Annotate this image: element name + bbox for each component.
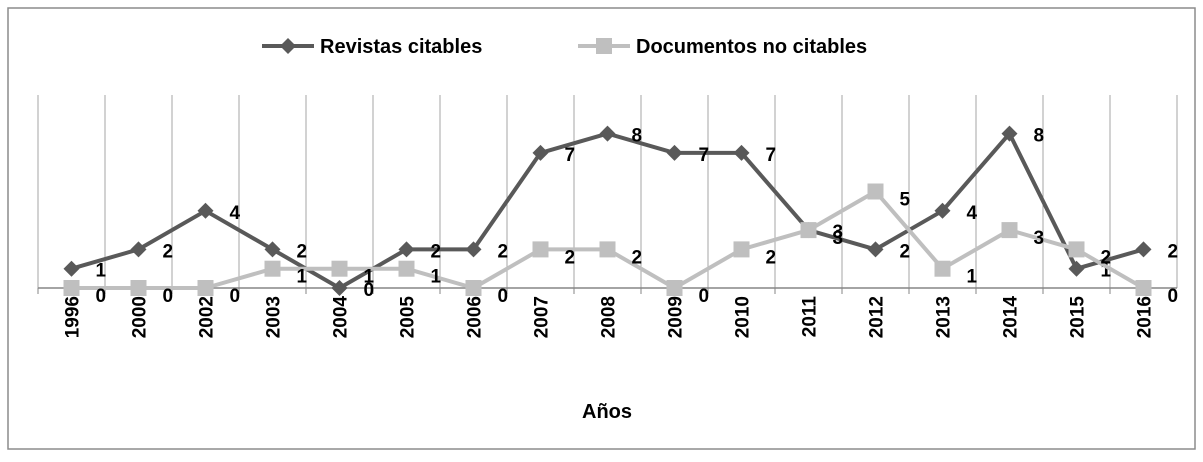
- diamond-marker: [280, 38, 296, 54]
- data-label: 0: [163, 286, 174, 307]
- diamond-marker: [130, 241, 147, 258]
- x-tick-label: 2000: [130, 296, 151, 338]
- data-label: 0: [699, 286, 710, 307]
- data-label: 4: [230, 203, 241, 224]
- x-tick-label: 2003: [264, 296, 285, 338]
- data-label: 5: [900, 190, 911, 211]
- x-tick-label: 2006: [465, 296, 486, 338]
- square-marker: [398, 260, 415, 277]
- data-label: 2: [431, 241, 442, 262]
- data-label: 1: [431, 267, 442, 288]
- square-marker: [666, 280, 683, 296]
- diamond-marker: [264, 241, 281, 258]
- square-marker: [130, 280, 147, 296]
- diamond-marker: [1135, 241, 1152, 258]
- diamond-marker: [1001, 125, 1018, 142]
- data-label: 0: [96, 286, 107, 307]
- diamond-marker: [599, 125, 616, 142]
- x-tick-label: 2016: [1135, 296, 1156, 338]
- square-marker: [1001, 222, 1018, 239]
- data-label: 1: [297, 267, 308, 288]
- square-marker: [599, 241, 616, 258]
- data-label: 7: [565, 145, 576, 166]
- x-tick-label: 1996: [63, 296, 84, 338]
- data-label: 1: [96, 261, 107, 282]
- data-label: 0: [498, 286, 509, 307]
- square-marker: [733, 241, 750, 258]
- square-marker: [264, 260, 281, 277]
- x-tick-label: 2012: [867, 296, 888, 338]
- data-label: 2: [1101, 247, 1112, 268]
- data-label: 1: [1101, 261, 1112, 282]
- data-label: 8: [1034, 126, 1045, 147]
- square-marker: [197, 280, 214, 296]
- x-axis-label: Años: [582, 401, 632, 423]
- data-label: 1: [364, 267, 375, 288]
- square-marker: [596, 38, 612, 54]
- data-label: 8: [632, 126, 643, 147]
- x-tick-label: 2009: [666, 296, 687, 338]
- diamond-marker: [63, 260, 80, 277]
- x-tick-label: 2005: [398, 296, 419, 339]
- data-label: 2: [565, 247, 576, 268]
- square-marker: [867, 183, 884, 200]
- data-label: 3: [833, 228, 844, 249]
- square-marker: [934, 260, 951, 277]
- data-label: 2: [766, 247, 777, 268]
- diamond-marker: [733, 144, 750, 161]
- data-label: 0: [1168, 286, 1179, 307]
- data-label: 2: [632, 247, 643, 268]
- data-label: 4: [967, 203, 978, 224]
- legend-label: Documentos no citables: [636, 36, 867, 58]
- square-marker: [63, 280, 80, 296]
- square-marker: [1068, 241, 1085, 258]
- square-marker: [465, 280, 482, 296]
- diamond-marker: [398, 241, 415, 258]
- data-label: 7: [766, 145, 777, 166]
- data-label: 0: [230, 286, 241, 307]
- x-tick-label: 2011: [800, 296, 821, 338]
- diamond-marker: [867, 241, 884, 258]
- square-marker: [800, 222, 817, 239]
- chart-frame: [7, 7, 1196, 450]
- data-label: 2: [498, 241, 509, 262]
- x-tick-label: 2010: [733, 296, 754, 338]
- diamond-marker: [934, 202, 951, 219]
- data-label: 2: [163, 241, 174, 262]
- diamond-marker: [197, 202, 214, 219]
- data-label: 2: [900, 241, 911, 262]
- x-tick-label: 2004: [331, 296, 352, 339]
- x-tick-label: 2007: [532, 296, 553, 338]
- data-label: 7: [699, 145, 710, 166]
- square-marker: [1135, 280, 1152, 296]
- x-tick-label: 2008: [599, 296, 620, 338]
- data-label: 3: [833, 222, 844, 243]
- diamond-marker: [465, 241, 482, 258]
- data-label: 3: [1034, 228, 1045, 249]
- square-marker: [331, 260, 348, 277]
- diamond-marker: [666, 144, 683, 161]
- data-label: 0: [364, 280, 375, 301]
- x-tick-label: 2014: [1001, 296, 1022, 339]
- x-tick-label: 2015: [1068, 296, 1089, 339]
- data-label: 2: [1168, 241, 1179, 262]
- legend-label: Revistas citables: [320, 36, 482, 58]
- diamond-marker: [331, 280, 348, 296]
- data-label: 1: [967, 267, 978, 288]
- x-tick-label: 2002: [197, 296, 218, 338]
- square-marker: [532, 241, 549, 258]
- x-tick-label: 2013: [934, 296, 955, 338]
- diamond-marker: [532, 144, 549, 161]
- diamond-marker: [1068, 260, 1085, 277]
- data-label: 2: [297, 241, 308, 262]
